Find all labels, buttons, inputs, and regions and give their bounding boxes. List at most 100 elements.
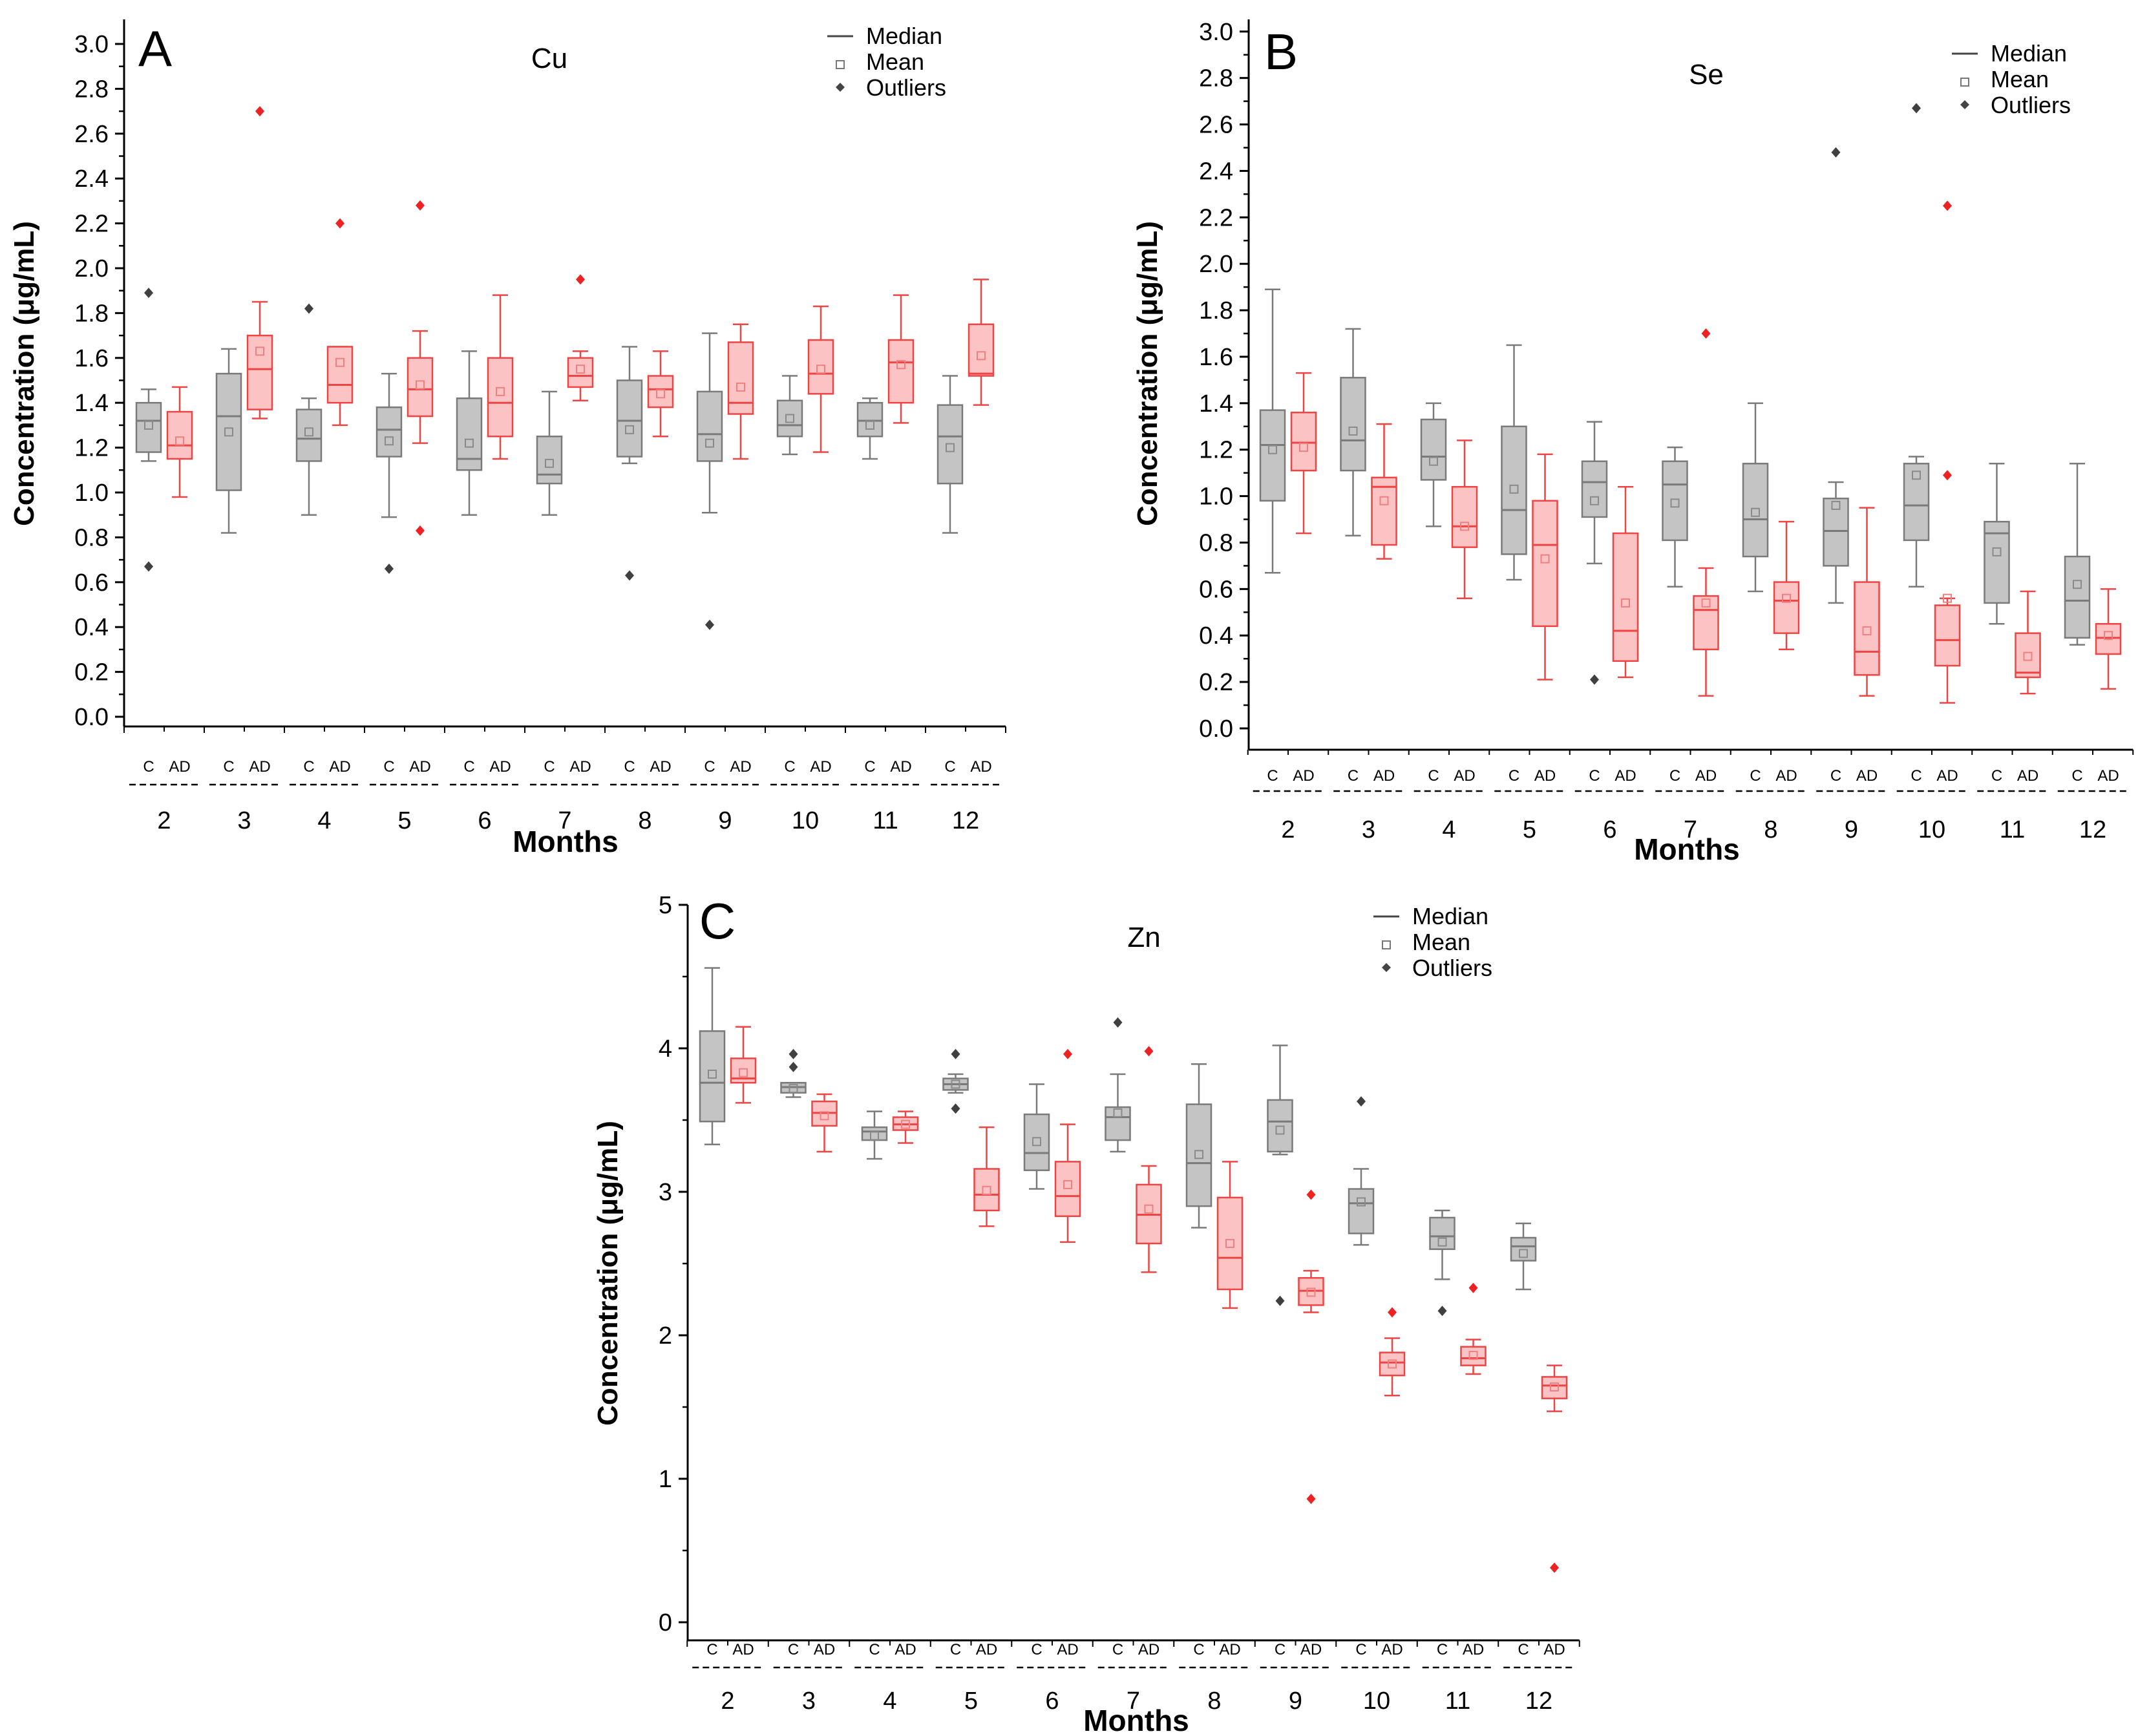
box-c-iqr [1420, 418, 1447, 481]
month-label: 12 [1525, 1688, 1552, 1715]
box-ad-outlier [576, 274, 585, 285]
group-label-ad: AD [1614, 767, 1636, 785]
box-ad-iqr [166, 410, 193, 460]
group-label-c: C [223, 758, 234, 776]
group-label-c: C [784, 758, 795, 776]
box-ad-iqr [1612, 532, 1639, 662]
box-ad-iqr [1371, 476, 1397, 546]
month-label: 8 [638, 807, 651, 834]
legend-mean-label: Mean [1412, 929, 1470, 955]
box-ad-mean [977, 351, 986, 361]
month-label: 9 [718, 807, 732, 834]
box-ad-mean [1144, 1204, 1154, 1214]
month-label: 7 [1684, 816, 1697, 843]
panel-title: Zn [1127, 922, 1160, 953]
group-label-c: C [1031, 1641, 1042, 1658]
box-ad-iqr [2095, 623, 2122, 655]
box-ad-outlier [1468, 1282, 1478, 1293]
box-c-iqr [1429, 1216, 1456, 1251]
month-label: 9 [1289, 1688, 1302, 1715]
y-tick-label: 5 [659, 892, 672, 919]
y-tick-label: 0.8 [1199, 529, 1233, 556]
box-ad-iqr [1934, 604, 1961, 667]
box-ad-mean [1621, 598, 1630, 608]
box-ad-outlier [1306, 1494, 1316, 1505]
box-ad-outlier [255, 106, 264, 117]
box-c-outlier [789, 1048, 798, 1059]
box-ad-mean [820, 1111, 829, 1121]
box-c-mean [951, 1079, 960, 1089]
legend-outliers-label: Outliers [1412, 955, 1492, 981]
box-c-iqr [856, 401, 884, 438]
box-ad-outlier [416, 200, 425, 211]
group-label-ad: AD [1300, 1641, 1322, 1658]
group-label-ad: AD [1138, 1641, 1159, 1658]
month-label: 3 [237, 807, 251, 834]
y-tick-label: 2.0 [1199, 251, 1233, 278]
y-tick-label: 2.8 [1199, 65, 1233, 92]
box-ad-mean [1299, 443, 1308, 452]
y-axis-title: Concentration (μg/mL) [592, 1121, 624, 1426]
box-c-outlier [144, 561, 153, 572]
group-label-c: C [1991, 767, 2002, 785]
group-label-ad: AD [1936, 767, 1958, 785]
box-c-iqr [135, 401, 162, 453]
box-ad-outlier [416, 525, 425, 536]
box-c-outlier [1590, 674, 1599, 685]
box-c-iqr [2064, 555, 2091, 639]
box-ad-iqr [1532, 500, 1558, 628]
box-c-mean [865, 420, 874, 430]
box-ad-mean [1468, 1351, 1478, 1360]
box-ad-iqr [1773, 581, 1800, 634]
box-c-iqr [696, 390, 723, 462]
y-tick-label: 1.8 [1199, 297, 1233, 324]
group-label-c: C [1112, 1641, 1123, 1658]
box-c-iqr [1823, 497, 1849, 567]
y-tick-label: 2.0 [74, 255, 109, 282]
box-ad-iqr [1693, 595, 1719, 651]
box-c-iqr [1259, 409, 1286, 502]
y-tick-label: 4 [659, 1035, 672, 1063]
group-label-c: C [1355, 1641, 1366, 1658]
box-ad-iqr [647, 375, 674, 408]
box-ad-mean [416, 380, 425, 390]
group-label-c: C [869, 1641, 880, 1658]
box-ad-mean [1540, 554, 1550, 564]
y-tick-label: 2.4 [74, 165, 109, 193]
box-ad-outlier [1701, 328, 1711, 339]
group-label-ad: AD [730, 758, 751, 776]
box-c-mean [1992, 547, 2002, 556]
y-tick-label: 0.8 [74, 524, 109, 551]
box-c-mean [545, 458, 554, 468]
y-tick-label: 2.8 [74, 76, 109, 103]
box-ad-mean [901, 1119, 910, 1129]
group-label-ad: AD [1775, 767, 1797, 785]
group-label-c: C [383, 758, 394, 776]
legend-outlier-swatch [1960, 100, 1969, 109]
legend-outlier-swatch [836, 83, 845, 92]
box-c-outlier [1912, 103, 1921, 114]
box-ad-iqr [1290, 411, 1317, 472]
group-label-ad: AD [1293, 767, 1314, 785]
box-c-mean [1912, 471, 1921, 480]
box-ad-iqr [246, 334, 273, 410]
box-ad-outlier [1063, 1048, 1072, 1059]
y-tick-label: 3.0 [1199, 19, 1233, 46]
month-label: 8 [1207, 1688, 1221, 1715]
box-c-mean [1194, 1150, 1203, 1159]
y-tick-label: 1.2 [1199, 437, 1233, 464]
group-label-ad: AD [895, 1641, 916, 1658]
box-c-iqr [1581, 460, 1608, 518]
box-ad-outlier [1388, 1307, 1397, 1318]
box-c-mean [625, 425, 634, 434]
y-tick-label: 0.0 [1199, 715, 1233, 743]
box-c-mean [144, 420, 153, 430]
group-label-c: C [1911, 767, 1921, 785]
y-tick-label: 3.0 [74, 31, 109, 58]
box-ad-iqr [2015, 632, 2041, 679]
legend-mean-label: Mean [866, 48, 924, 75]
y-axis-title: Concentration (μg/mL) [1132, 221, 1163, 526]
legend-median-label: Median [1412, 903, 1488, 929]
y-tick-label: 1.4 [74, 390, 109, 417]
